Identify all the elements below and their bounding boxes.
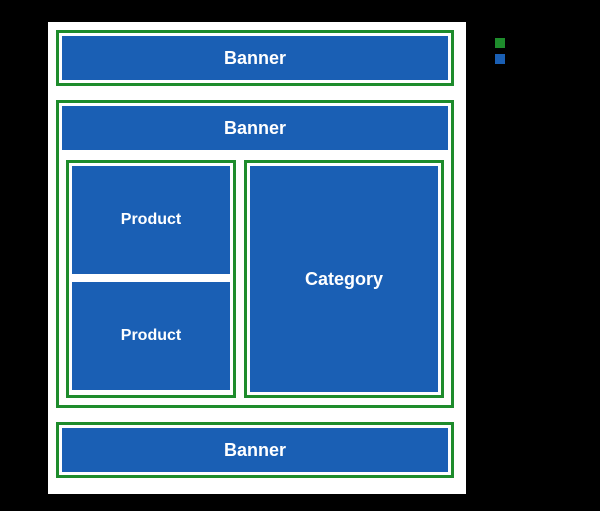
legend-item-slot: Slot [494,36,542,50]
block-label: Banner [224,440,286,461]
block-label: Banner [224,48,286,69]
block-label: Product [121,327,181,345]
block-bottom-banner: Banner [62,428,448,472]
legend-swatch-block [494,53,506,65]
block-label: Product [121,211,181,229]
block-product-2: Product [72,282,230,390]
legend-item-block: Block [494,52,542,66]
block-category: Category [250,166,438,392]
legend-label: Block [512,53,542,65]
block-product-1: Product [72,166,230,274]
block-label: Banner [224,118,286,139]
diagram-stage: Banner Banner Product Product Category B… [0,0,600,511]
legend: Slot Block [494,36,542,68]
block-main-banner: Banner [62,106,448,150]
block-top-banner: Banner [62,36,448,80]
legend-label: Slot [512,37,533,49]
legend-swatch-slot [494,37,506,49]
block-label: Category [305,269,383,290]
